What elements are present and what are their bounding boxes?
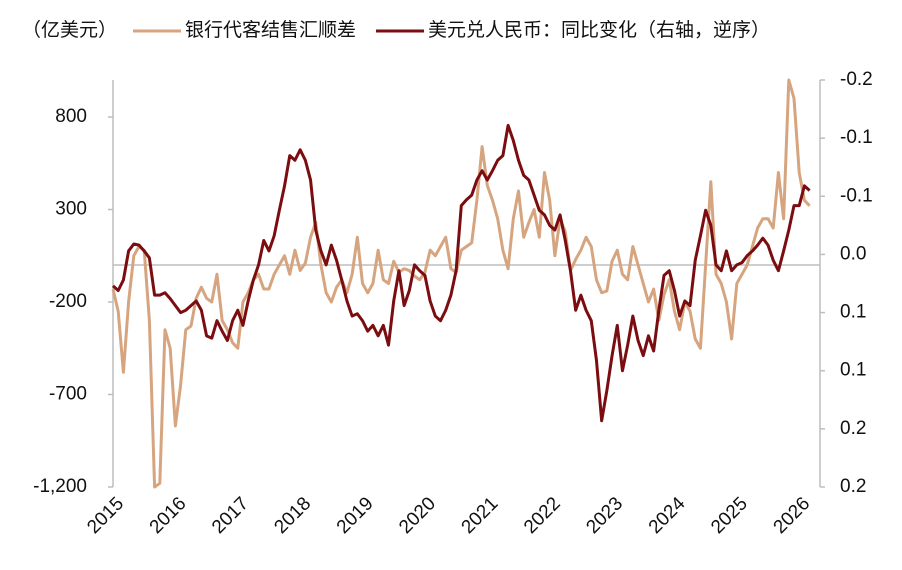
- y-tick-label: -200: [49, 291, 87, 312]
- y-axis-unit: （亿美元）: [22, 19, 117, 41]
- x-tick-label: 2019: [333, 493, 378, 538]
- y2-tick-label: -0.1: [840, 185, 873, 206]
- y2-tick-label: -0.1: [840, 127, 873, 148]
- legend-label: 银行代客结售汇顺差: [185, 19, 356, 41]
- y2-tick-label: 0.2: [840, 418, 866, 439]
- y2-tick-label: 0.1: [840, 360, 866, 381]
- series-line: [111, 78, 811, 489]
- y-tick-label: -1,200: [33, 476, 87, 497]
- x-tick-label: 2026: [770, 493, 815, 538]
- y-tick-label: 800: [55, 106, 87, 127]
- x-tick-label: 2016: [146, 493, 191, 538]
- x-tick-label: 2024: [645, 493, 690, 538]
- y2-tick-label: -0.2: [840, 69, 873, 90]
- y2-tick-label: 0.0: [840, 243, 866, 264]
- series-line: [112, 123, 811, 423]
- x-tick-label: 2021: [458, 493, 503, 538]
- x-tick-label: 2015: [83, 493, 128, 538]
- x-tick-label: 2022: [520, 493, 565, 538]
- x-tick-label: 2025: [707, 493, 752, 538]
- y2-tick-label: 0.2: [840, 476, 866, 497]
- y2-tick-label: 0.1: [840, 302, 866, 323]
- legend-label: 美元兑人民币：同比变化（右轴，逆序）: [428, 19, 770, 41]
- x-tick-label: 2018: [270, 493, 315, 538]
- y-tick-label: 300: [55, 199, 87, 220]
- x-tick-label: 2023: [582, 493, 627, 538]
- x-tick-label: 2017: [208, 493, 253, 538]
- y-tick-label: -700: [49, 384, 87, 405]
- x-tick-label: 2020: [395, 493, 440, 538]
